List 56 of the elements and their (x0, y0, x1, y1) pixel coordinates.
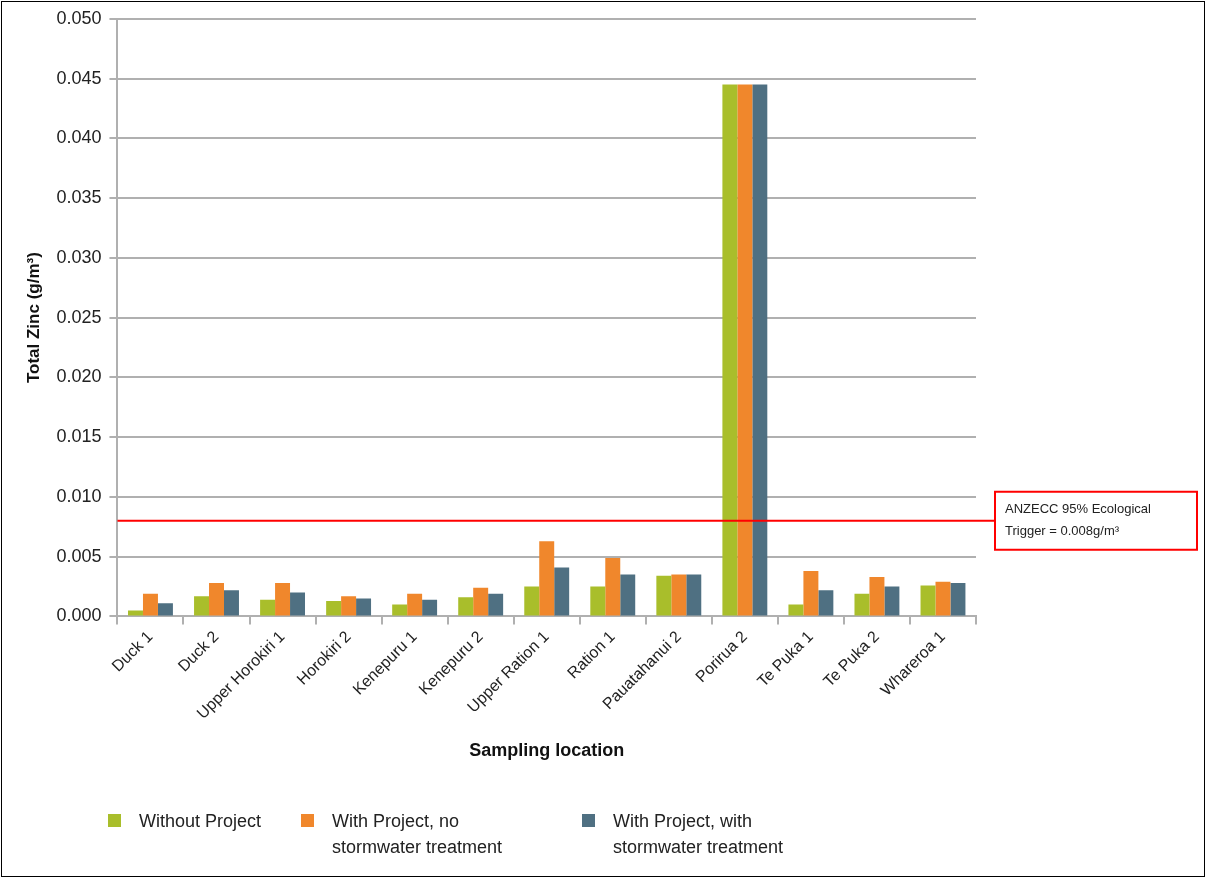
legend-label: With Project, with stormwater treatment (613, 810, 785, 859)
y-tick-label: 0.005 (56, 545, 102, 566)
bar (920, 585, 936, 616)
bar (260, 599, 276, 616)
y-tick-label: 0.025 (56, 306, 102, 327)
bar (803, 571, 819, 616)
y-tick-label: 0.050 (56, 7, 102, 28)
bar (326, 600, 342, 616)
bar (392, 604, 408, 616)
bar (356, 598, 372, 616)
bar (752, 84, 768, 616)
bar (290, 592, 306, 616)
bar (223, 590, 239, 616)
bar (539, 541, 555, 616)
legend-label: Without Project (139, 810, 262, 833)
bar (671, 574, 687, 616)
y-tick-label: 0.020 (56, 366, 102, 387)
bar (656, 575, 672, 616)
bar (869, 577, 885, 616)
bar (884, 586, 900, 616)
y-tick-label: 0.015 (56, 426, 102, 447)
x-axis-title: Sampling location (469, 740, 625, 761)
y-tick-label: 0.010 (56, 485, 102, 506)
bar (737, 84, 753, 616)
y-tick-label: 0.040 (56, 127, 102, 148)
y-tick-label: 0.035 (56, 187, 102, 208)
bar (194, 596, 210, 616)
bar (473, 587, 489, 616)
bar (686, 574, 702, 616)
bar (554, 567, 570, 616)
bar (524, 586, 540, 616)
bar (422, 599, 438, 616)
bar (950, 582, 966, 616)
bar (209, 582, 224, 616)
y-tick-label: 0.045 (56, 67, 102, 88)
bar (818, 590, 834, 616)
bar (275, 582, 291, 616)
y-tick-label: 0.000 (56, 605, 102, 626)
bar (407, 593, 423, 616)
bar (590, 586, 606, 616)
bar (128, 610, 143, 616)
y-axis-title: Total Zinc (g/m³) (23, 252, 43, 384)
bar (620, 574, 636, 616)
y-tick-label: 0.030 (56, 246, 102, 267)
ref-line-label: ANZECC 95% Ecological Trigger = 0.008g/m³ (1005, 501, 1152, 539)
bar (142, 593, 158, 616)
bar (488, 593, 504, 616)
bar (157, 603, 173, 616)
bar (935, 581, 951, 616)
bar (341, 596, 357, 616)
bar (788, 604, 804, 616)
bar (605, 557, 621, 616)
bar (854, 593, 870, 616)
bar (722, 84, 738, 616)
legend-label: With Project, no stormwater treatment (332, 810, 504, 859)
bar (458, 597, 474, 616)
